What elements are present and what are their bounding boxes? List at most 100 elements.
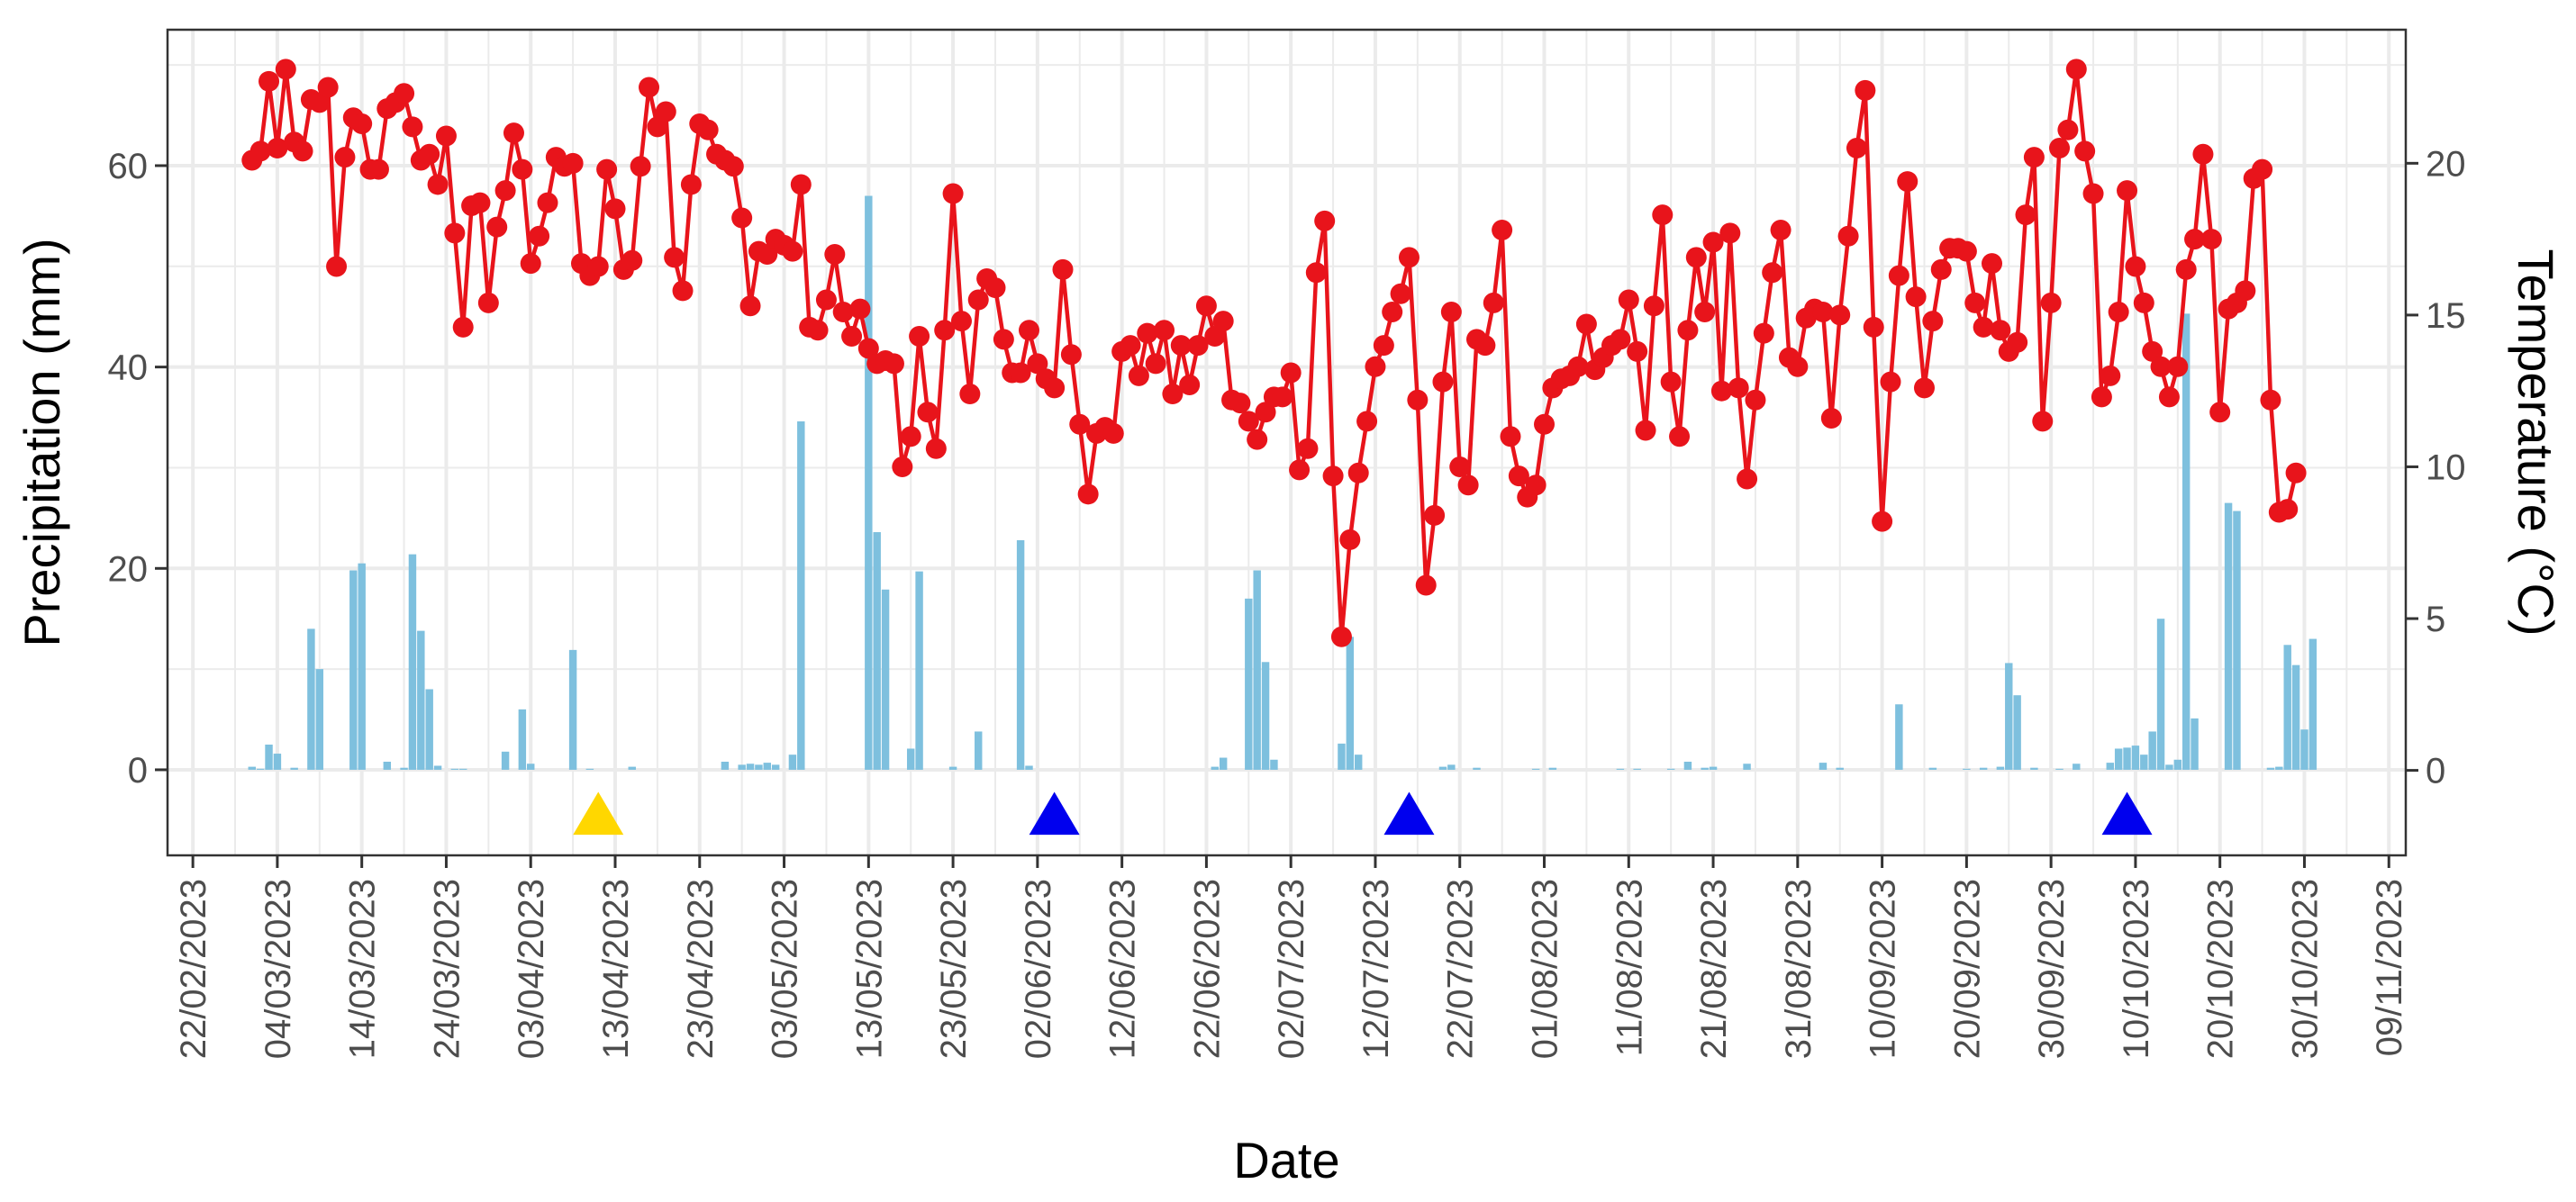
precipitation-bars <box>248 195 2317 770</box>
x-tick-label: 30/10/2023 <box>2285 879 2325 1059</box>
temperature-point <box>2277 499 2299 520</box>
temperature-point <box>2150 356 2172 377</box>
temperature-point <box>419 143 440 165</box>
temperature-point <box>1305 262 1327 284</box>
temperature-point <box>1102 422 1124 444</box>
temperature-point <box>967 289 989 311</box>
y-right-tick-label: 5 <box>2426 600 2445 639</box>
blue-triangle-marker <box>1383 791 1435 836</box>
temperature-point <box>2260 389 2281 411</box>
temperature-point <box>2032 411 2054 432</box>
precipitation-bar <box>2173 759 2182 770</box>
temperature-point <box>309 92 331 113</box>
temperature-point <box>790 174 812 195</box>
temperature-point <box>1339 529 1361 550</box>
precipitation-bar <box>738 764 746 770</box>
temperature-point <box>1913 377 1935 399</box>
temperature-point <box>1398 247 1420 268</box>
yellow-triangle-marker <box>573 791 624 836</box>
precipitation-bar <box>1025 765 1033 770</box>
temperature-point <box>1982 253 2003 275</box>
temperature-point <box>2184 229 2206 250</box>
x-tick-label: 20/09/2023 <box>1947 879 1987 1059</box>
precipitation-bar <box>290 767 298 770</box>
temperature-point <box>2108 302 2129 323</box>
temperature-point <box>1652 204 1673 226</box>
temperature-point <box>883 353 904 375</box>
precipitation-bar <box>771 764 780 770</box>
temperature-point <box>1289 459 1311 481</box>
y-right-tick-label: 10 <box>2426 447 2466 487</box>
temperature-point <box>680 174 702 195</box>
precipitation-bar <box>307 628 315 770</box>
panel-border <box>166 28 2408 857</box>
temperature-point <box>259 70 280 92</box>
temperature-point <box>757 243 778 265</box>
temperature-point <box>739 295 761 317</box>
temperature-point <box>1685 247 1707 268</box>
temperature-series <box>241 59 2307 647</box>
temperature-point <box>1872 511 1893 532</box>
precipitation-bar <box>527 764 535 770</box>
precipitation-bar <box>518 709 527 770</box>
precipitation-bar <box>2233 511 2241 770</box>
temperature-point <box>1812 302 1834 323</box>
temperature-point <box>621 249 643 271</box>
temperature-point <box>1610 329 1631 350</box>
precipitation-bar <box>1438 766 1447 770</box>
x-tick-label: 30/09/2023 <box>2032 879 2072 1059</box>
x-tick-label: 22/07/2023 <box>1441 879 1481 1059</box>
temperature-point <box>1424 504 1446 526</box>
temperature-point <box>1525 474 1547 496</box>
precipitation-bar <box>1683 761 1692 770</box>
precipitation-bar <box>2165 764 2173 770</box>
y-axis-left-title: Precipitation (mm) <box>14 238 70 646</box>
temperature-point <box>1027 353 1048 375</box>
y-right-tick-label: 15 <box>2426 296 2466 336</box>
y-axis-right-title: Temperature (°C) <box>2508 249 2564 636</box>
temperature-point <box>562 152 584 174</box>
temperature-point <box>672 280 694 302</box>
temperature-point <box>1930 258 1952 280</box>
precipitation-bar <box>256 768 265 770</box>
x-tick-label: 22/06/2023 <box>1187 879 1227 1059</box>
precipitation-bar <box>2131 746 2140 770</box>
temperature-point <box>2252 158 2273 180</box>
temperature-point <box>596 158 618 180</box>
precipitation-bar <box>628 766 636 770</box>
precipitation-bar <box>873 532 881 770</box>
temperature-point <box>655 101 676 122</box>
temperature-point <box>1973 316 1994 338</box>
precipitation-bar <box>1996 766 2005 770</box>
temperature-point <box>1365 356 1386 377</box>
grid-lines <box>168 30 2406 855</box>
precipitation-bar <box>1836 767 1844 770</box>
precipitation-bar <box>315 669 324 770</box>
precipitation-bar <box>2030 767 2038 770</box>
temperature-point <box>857 338 879 359</box>
temperature-point <box>2057 119 2079 140</box>
temperature-point <box>2117 180 2138 202</box>
temperature-point <box>782 240 803 262</box>
temperature-point <box>1457 474 1479 496</box>
precipitation-bar <box>2114 748 2123 770</box>
precipitation-bar <box>265 744 273 770</box>
temperature-point <box>1120 335 1141 357</box>
precipitation-bar <box>2291 664 2300 770</box>
temperature-point <box>334 147 356 168</box>
precipitation-bar <box>585 768 594 770</box>
temperature-point <box>2167 356 2189 377</box>
temperature-point <box>2065 59 2087 80</box>
temperature-point <box>529 225 550 247</box>
x-tick-label: 10/09/2023 <box>1864 879 1903 1059</box>
temperature-point <box>1247 429 1268 450</box>
precipitation-bar <box>1219 757 1228 770</box>
temperature-point <box>351 113 373 135</box>
temperature-point <box>1762 262 1783 284</box>
temperature-point <box>1955 240 1977 262</box>
temperature-point <box>1052 258 1074 280</box>
temperature-point <box>2209 402 2231 423</box>
temperature-point <box>1643 295 1664 317</box>
precipitation-bar <box>425 689 433 770</box>
precipitation-bar <box>1270 759 1278 770</box>
